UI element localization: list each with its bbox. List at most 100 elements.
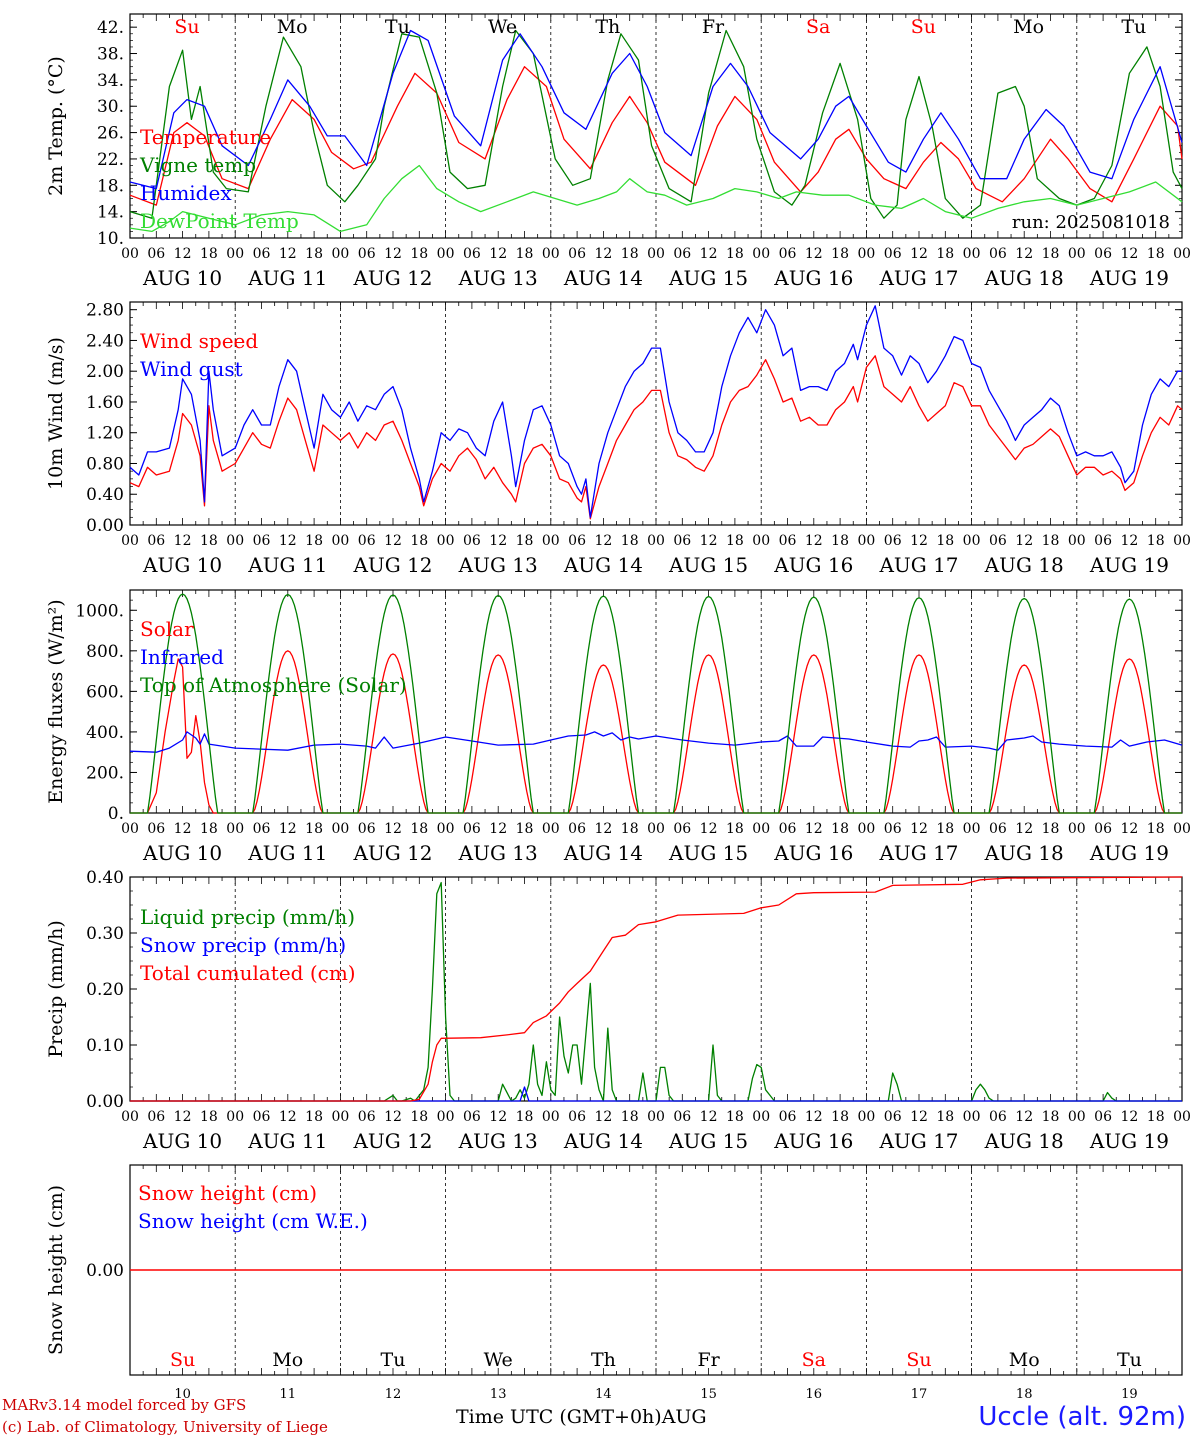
y-tick-label: 0.10 bbox=[86, 1036, 124, 1056]
day-number-label: 11 bbox=[280, 1387, 297, 1402]
y-tick-label: 800. bbox=[86, 642, 124, 662]
y-axis-label: 2m Temp. (°C) bbox=[45, 56, 67, 196]
series-dewpoint-temp bbox=[129, 164, 1183, 233]
panel-wind: 0.00 0.40 0.80 1.20 1.60 2.00 2.40 2.80 10m Wind… bbox=[45, 301, 1191, 577]
weekday-label: Mo bbox=[277, 16, 308, 38]
hour-tick-label: 12 bbox=[910, 1109, 928, 1125]
hour-tick-label: 18 bbox=[831, 821, 849, 837]
y-tick-label: 0. bbox=[108, 804, 124, 824]
date-label: AUG 19 bbox=[1089, 841, 1169, 865]
weekday-label: Mo bbox=[1009, 1349, 1040, 1371]
hour-tick-label: 00 bbox=[331, 821, 349, 837]
hour-tick-label: 06 bbox=[253, 533, 271, 549]
hour-tick-label: 06 bbox=[1094, 246, 1112, 262]
hour-tick-label: 06 bbox=[884, 821, 902, 837]
y-tick-label: 10. bbox=[97, 229, 124, 249]
hour-tick-label: 00 bbox=[226, 246, 244, 262]
hour-tick-label: 00 bbox=[647, 533, 665, 549]
legend-entry: Infrared bbox=[140, 645, 224, 669]
y-tick-label: 14. bbox=[97, 203, 124, 223]
hour-tick-label: 18 bbox=[621, 821, 639, 837]
time-axis-label: Time UTC (GMT+0h)AUG bbox=[456, 1406, 707, 1428]
y-axis-label: Energy fluxes (W/m²) bbox=[45, 599, 67, 803]
hour-tick-label: 00 bbox=[963, 533, 981, 549]
weekday-label: Tu bbox=[1117, 1349, 1142, 1371]
legend-entry: Total cumulated (cm) bbox=[140, 961, 356, 985]
legend-entry: DewPoint Temp bbox=[140, 209, 299, 233]
hour-tick-label: 18 bbox=[936, 821, 954, 837]
hour-tick-label: 00 bbox=[542, 1109, 560, 1125]
hour-tick-label: 18 bbox=[516, 533, 534, 549]
hour-tick-label: 12 bbox=[805, 246, 823, 262]
date-label: AUG 11 bbox=[247, 266, 327, 290]
hour-tick-label: 06 bbox=[253, 246, 271, 262]
date-label: AUG 19 bbox=[1089, 553, 1169, 577]
hour-tick-label: 06 bbox=[989, 821, 1007, 837]
hour-tick-label: 18 bbox=[726, 533, 744, 549]
series-vigne-temp bbox=[129, 29, 1183, 219]
hour-tick-label: 06 bbox=[147, 821, 165, 837]
y-tick-label: 30. bbox=[97, 97, 124, 117]
hour-tick-label: 00 bbox=[331, 246, 349, 262]
series-wind-gust bbox=[129, 305, 1182, 518]
y-tick-label: 34. bbox=[97, 71, 124, 91]
y-tick-label: 0.30 bbox=[86, 924, 124, 944]
hour-tick-label: 06 bbox=[884, 1109, 902, 1125]
legend-entry: Snow precip (mm/h) bbox=[140, 933, 346, 957]
hour-tick-label: 18 bbox=[1042, 1109, 1060, 1125]
hour-tick-label: 18 bbox=[1147, 821, 1165, 837]
day-number-label: 19 bbox=[1121, 1387, 1138, 1402]
hour-tick-label: 18 bbox=[1147, 1109, 1165, 1125]
hour-tick-label: 12 bbox=[489, 1109, 507, 1125]
y-tick-label: 1.60 bbox=[86, 393, 124, 413]
hour-tick-label: 06 bbox=[884, 246, 902, 262]
hour-tick-label: 18 bbox=[1042, 533, 1060, 549]
hour-tick-label: 12 bbox=[174, 1109, 192, 1125]
hour-tick-label: 00 bbox=[857, 246, 875, 262]
hour-tick-label: 12 bbox=[384, 246, 402, 262]
legend-entry: Snow height (cm W.E.) bbox=[138, 1209, 368, 1233]
day-number-label: 16 bbox=[806, 1387, 823, 1402]
y-tick-label: 0.00 bbox=[86, 516, 124, 536]
series-temperature bbox=[129, 66, 1183, 206]
date-label: AUG 14 bbox=[563, 266, 643, 290]
y-tick-label: 2.00 bbox=[86, 362, 124, 382]
hour-tick-label: 12 bbox=[805, 821, 823, 837]
hour-tick-label: 06 bbox=[673, 246, 691, 262]
legend-entry: Vigne temp bbox=[139, 153, 256, 177]
hour-tick-label: 12 bbox=[594, 533, 612, 549]
hour-tick-label: 18 bbox=[516, 246, 534, 262]
y-tick-label: 1000. bbox=[75, 601, 124, 621]
hour-tick-label: 18 bbox=[831, 533, 849, 549]
y-axis-label: 10m Wind (m/s) bbox=[45, 337, 67, 490]
date-label: AUG 19 bbox=[1089, 1129, 1169, 1153]
hour-tick-label: 06 bbox=[568, 533, 586, 549]
date-label: AUG 12 bbox=[352, 553, 432, 577]
hour-tick-label: 12 bbox=[910, 821, 928, 837]
hour-tick-label: 00 bbox=[437, 533, 455, 549]
y-tick-label: 2.80 bbox=[86, 301, 124, 321]
hour-tick-label: 06 bbox=[779, 246, 797, 262]
legend-entry: Solar bbox=[140, 617, 194, 641]
hour-tick-label: 00 bbox=[963, 1109, 981, 1125]
hour-tick-label: 18 bbox=[936, 246, 954, 262]
panel-energy: 0. 200. 400. 600. 800. 1000. Energy fluxes (W/… bbox=[45, 589, 1191, 865]
hour-tick-label: 12 bbox=[700, 1109, 718, 1125]
hour-tick-label: 06 bbox=[463, 821, 481, 837]
hour-tick-label: 06 bbox=[1094, 533, 1112, 549]
date-label: AUG 18 bbox=[984, 553, 1064, 577]
hour-tick-label: 12 bbox=[1120, 821, 1138, 837]
hour-tick-label: 06 bbox=[989, 1109, 1007, 1125]
weekday-label: Fr bbox=[697, 1349, 720, 1371]
hour-tick-label: 00 bbox=[1068, 246, 1086, 262]
date-label: AUG 13 bbox=[458, 1129, 538, 1153]
hour-tick-label: 12 bbox=[174, 821, 192, 837]
weekday-label: Mo bbox=[272, 1349, 303, 1371]
weekday-label: We bbox=[488, 16, 517, 38]
hour-tick-label: 00 bbox=[331, 533, 349, 549]
legend-entry: Humidex bbox=[140, 181, 232, 205]
date-label: AUG 14 bbox=[563, 1129, 643, 1153]
hour-tick-label: 00 bbox=[1068, 1109, 1086, 1125]
hour-tick-label: 18 bbox=[621, 533, 639, 549]
plot-frame bbox=[129, 301, 1183, 526]
